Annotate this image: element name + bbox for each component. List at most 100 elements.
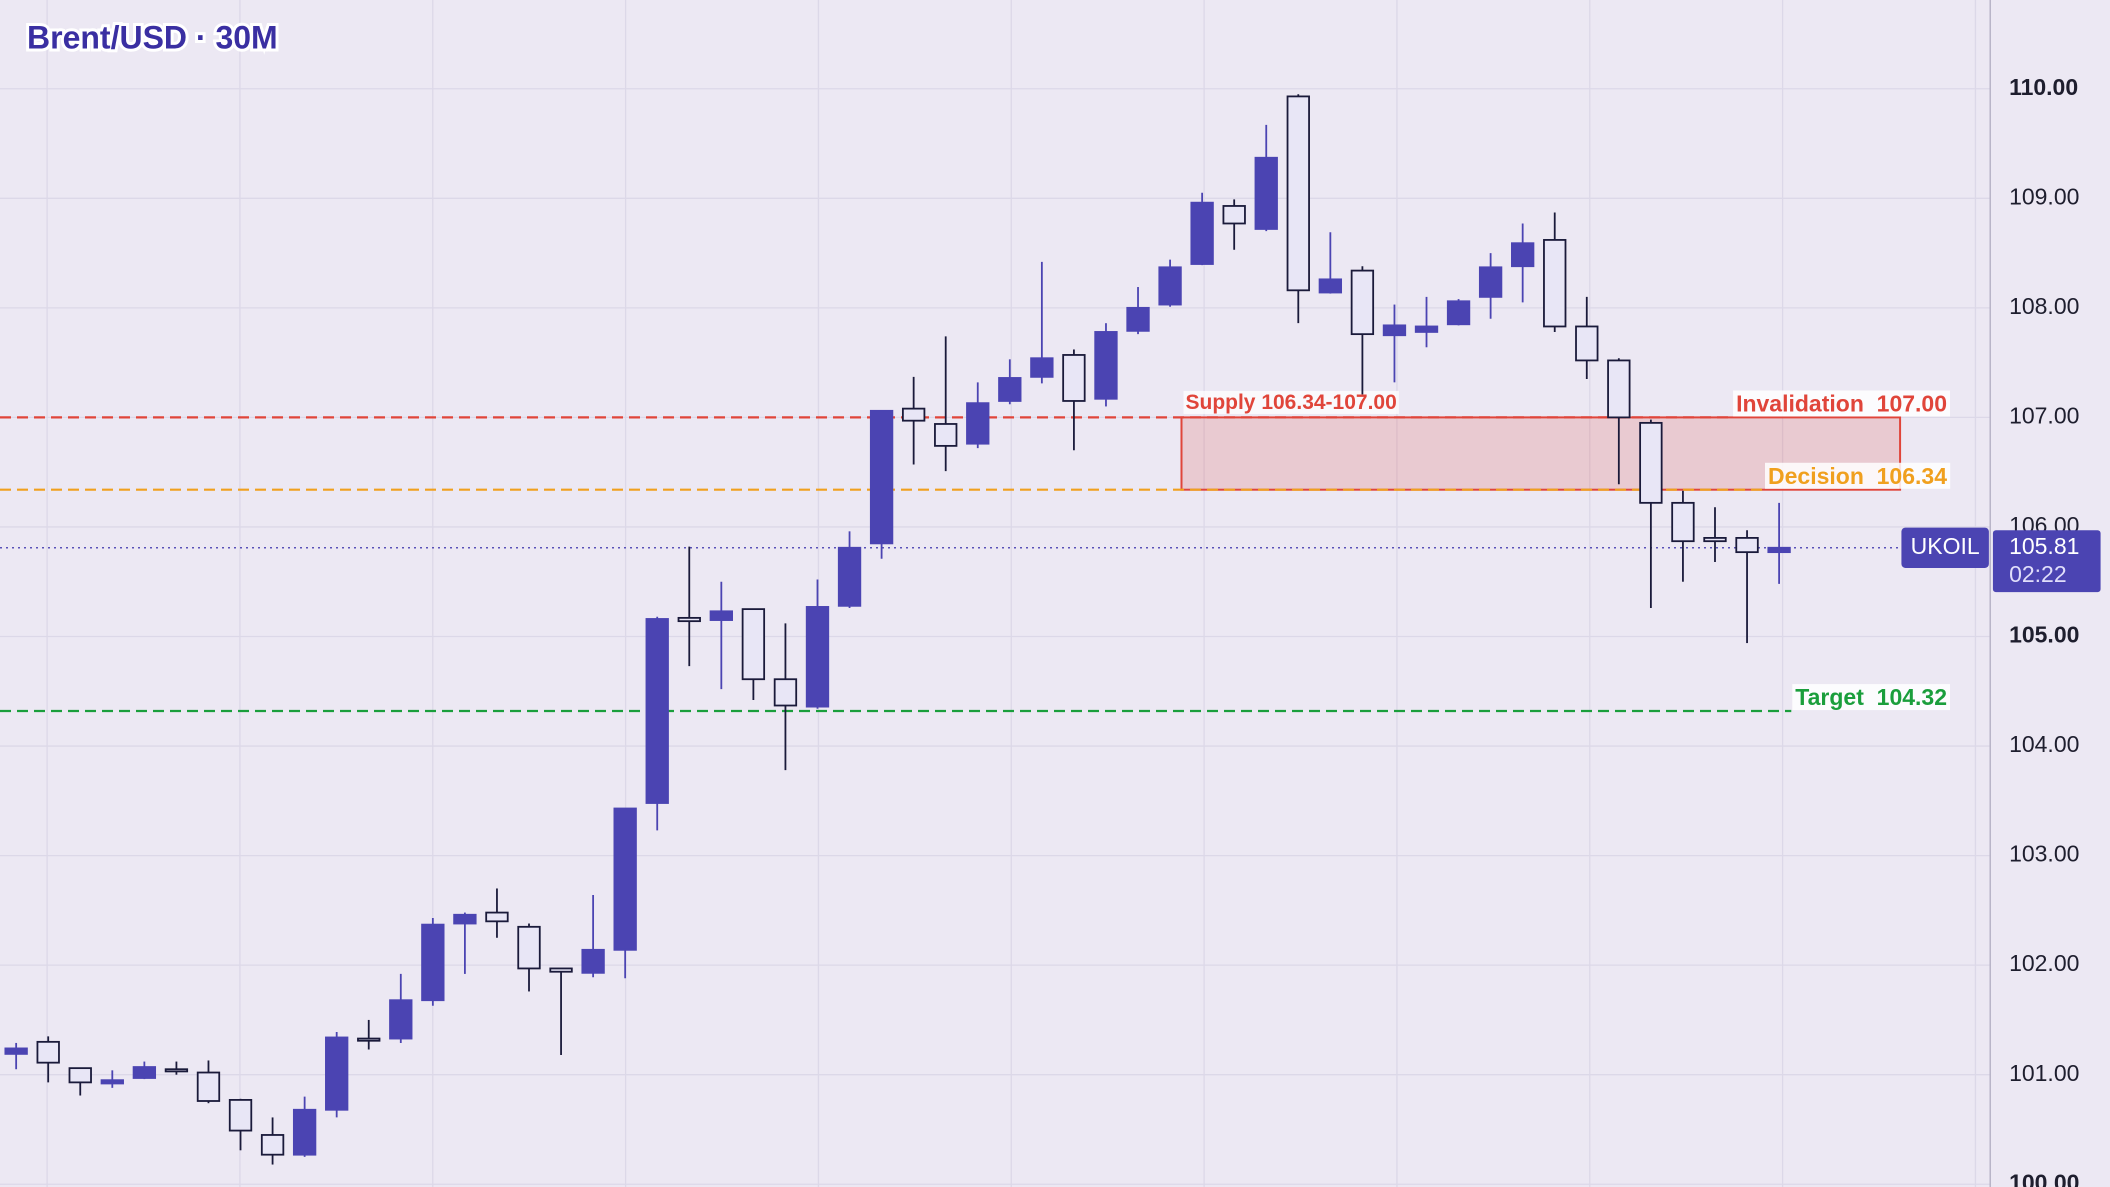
- candle-body: [4, 1047, 28, 1055]
- candle-body: [1414, 325, 1439, 333]
- candle-body: [709, 610, 733, 621]
- candle: [677, 546, 701, 667]
- candle: [389, 973, 413, 1043]
- candle: [1062, 349, 1086, 451]
- candle: [805, 579, 830, 709]
- level-label: Decision 106.34: [1768, 463, 1947, 489]
- y-tick-label: 104.00: [2009, 731, 2079, 757]
- candle: [260, 1117, 285, 1165]
- candle-body: [357, 1037, 381, 1042]
- level-label-bg: [1792, 684, 1950, 711]
- candle-body: [1671, 501, 1695, 543]
- candle: [645, 616, 669, 831]
- candle: [1190, 192, 1214, 266]
- candle: [68, 1067, 92, 1096]
- candle: [36, 1036, 60, 1083]
- candle-body: [68, 1067, 92, 1084]
- candle-body: [1158, 266, 1182, 306]
- candle: [485, 888, 509, 938]
- candle-body: [1446, 300, 1471, 326]
- candle-body: [1126, 306, 1150, 332]
- candle: [1671, 490, 1695, 582]
- candle: [549, 967, 573, 1055]
- candle: [934, 336, 958, 472]
- candle-body: [901, 407, 926, 422]
- candle-body: [934, 423, 958, 447]
- candle-body: [260, 1134, 285, 1156]
- candle-body: [1607, 359, 1631, 419]
- candle: [164, 1061, 189, 1075]
- candle-body: [164, 1068, 189, 1073]
- candle: [1767, 502, 1791, 584]
- level-label-bg: [1765, 462, 1951, 489]
- price-label: 105.81: [2009, 533, 2079, 559]
- candle-body: [805, 606, 830, 708]
- candle-body: [1543, 239, 1567, 328]
- candle: [292, 1096, 317, 1157]
- candle: [1543, 212, 1567, 332]
- zone-label: Supply 106.34-107.00: [1185, 391, 1396, 414]
- candle: [1382, 304, 1407, 383]
- candle: [1414, 296, 1439, 348]
- candle: [1511, 223, 1535, 303]
- candle-body: [677, 616, 701, 623]
- candle-body: [998, 377, 1022, 402]
- candle-body: [1382, 324, 1407, 337]
- candle: [741, 608, 766, 701]
- y-tick-label: 109.00: [2009, 183, 2079, 209]
- candle: [1575, 296, 1599, 380]
- candle-body: [1030, 357, 1054, 378]
- candle-body: [773, 678, 798, 707]
- candle: [1703, 507, 1727, 563]
- y-tick-label: 101.00: [2009, 1060, 2079, 1086]
- candle: [100, 1070, 124, 1088]
- candle-body: [36, 1040, 60, 1064]
- candle: [1350, 266, 1375, 395]
- candle: [132, 1061, 157, 1080]
- candle-body: [485, 911, 509, 923]
- level-label: Target 104.32: [1795, 684, 1947, 710]
- candle: [613, 807, 637, 979]
- candle: [357, 1019, 381, 1050]
- candle: [196, 1060, 221, 1104]
- candle-body: [325, 1036, 349, 1111]
- candle-body: [1511, 242, 1535, 268]
- candle: [421, 918, 445, 1006]
- candle-body: [1575, 325, 1599, 362]
- candle-body: [837, 546, 862, 607]
- candle-body: [741, 608, 766, 681]
- countdown-label: 02:22: [2009, 561, 2067, 587]
- candle-body: [869, 409, 894, 545]
- symbol-label: UKOIL: [1911, 533, 1980, 559]
- y-tick-label: 110.00: [2009, 74, 2078, 100]
- candle: [709, 581, 733, 690]
- candle-body: [1286, 95, 1310, 292]
- candle-body: [966, 402, 990, 445]
- y-tick-label: 100.00: [2009, 1169, 2079, 1187]
- candle-body: [1735, 537, 1759, 554]
- candle: [1094, 323, 1118, 407]
- candle-body: [1639, 421, 1663, 504]
- candle: [773, 623, 798, 771]
- candle-body: [389, 999, 413, 1040]
- candle: [1446, 299, 1471, 326]
- candle-body: [1254, 156, 1278, 230]
- candle-body: [1478, 266, 1503, 298]
- candle: [1126, 287, 1150, 335]
- y-tick-label: 108.00: [2009, 293, 2079, 319]
- candle: [1478, 253, 1503, 319]
- candle-body: [517, 925, 541, 970]
- candle-body: [453, 913, 477, 925]
- candle-body: [196, 1071, 221, 1102]
- y-tick-label: 105.00: [2009, 622, 2079, 648]
- candle: [1030, 261, 1054, 384]
- candle-body: [549, 967, 573, 973]
- candle: [1318, 232, 1343, 294]
- candle: [1286, 94, 1310, 324]
- candle: [869, 409, 894, 559]
- candle: [325, 1031, 349, 1118]
- candle: [4, 1042, 28, 1070]
- candle-body: [100, 1079, 124, 1085]
- candle-body: [1062, 354, 1086, 402]
